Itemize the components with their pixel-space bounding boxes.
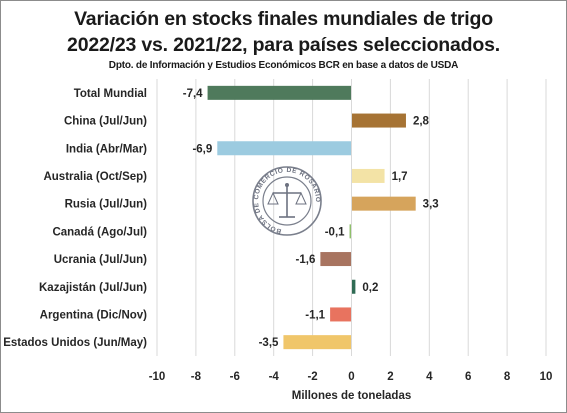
bar: [351, 279, 356, 294]
bolsa-de-comercio-de-rosario-seal: BOLSA DE COMERCIO DE ROSARIO: [252, 166, 322, 236]
bar: [217, 141, 352, 156]
x-tick-label: -10: [149, 371, 166, 383]
category-labels: Total Mundial China (Jul/Jun) India (Abr/M…: [3, 88, 147, 349]
x-tick-label: -8: [191, 371, 202, 383]
data-labels: -7,4 2,8 -6,9 1,7 3,3 -0,1 -1,6 0,2 -1,1 -3,5: [183, 88, 439, 349]
chart-subtitle: Dpto. de Información y Estudios Económic…: [108, 60, 459, 71]
x-tick-label: -2: [307, 371, 317, 383]
category-label: Estados Unidos (Jun/May): [3, 337, 147, 349]
x-tick-labels: -10 -8 -6 -4 -2 0 2 4 6 8 10: [149, 371, 553, 383]
x-tick-label: 0: [348, 371, 354, 383]
x-tick-label: 10: [540, 371, 553, 383]
category-label: Kazajistán (Jul/Jun): [39, 282, 147, 294]
category-label: Canadá (Ago/Jul): [52, 226, 147, 238]
chart-title-line1: Variación en stocks finales mundiales de…: [74, 8, 493, 30]
chart-title-line2: 2022/23 vs. 2021/22, para países selecci…: [67, 34, 500, 56]
data-label: 3,3: [423, 199, 439, 211]
x-tick-label: -6: [230, 371, 240, 383]
data-label: 2,8: [413, 116, 430, 128]
x-tick-label: 6: [465, 371, 471, 383]
bar: [207, 85, 352, 100]
data-label: -3,5: [259, 337, 279, 349]
bar: [349, 224, 352, 239]
bar: [351, 168, 385, 183]
data-label: 1,7: [392, 171, 408, 183]
data-label: 0,2: [362, 282, 378, 294]
x-tick-label: 2: [387, 371, 393, 383]
bar: [330, 307, 352, 322]
category-label: China (Jul/Jun): [64, 116, 147, 128]
category-label: Ucrania (Jul/Jun): [54, 254, 147, 266]
data-label: -6,9: [192, 143, 212, 155]
category-label: Total Mundial: [74, 88, 147, 100]
category-label: Rusia (Jul/Jun): [65, 199, 148, 211]
bar: [320, 252, 352, 267]
bar: [351, 113, 406, 128]
bar: [351, 196, 416, 211]
category-label: Australia (Oct/Sep): [43, 171, 147, 183]
category-label: Argentina (Dic/Nov): [40, 309, 148, 321]
data-label: -1,6: [296, 254, 316, 266]
bar: [283, 335, 352, 350]
x-tick-label: 8: [504, 371, 511, 383]
data-label: -0,1: [325, 226, 345, 238]
category-label: India (Abr/Mar): [66, 143, 147, 155]
bar-series: [207, 85, 416, 350]
data-label: -1,1: [305, 309, 325, 321]
x-tick-label: -4: [269, 371, 280, 383]
x-axis-label: Millones de toneladas: [292, 390, 412, 402]
data-label: -7,4: [183, 88, 203, 100]
x-tick-label: 4: [426, 371, 433, 383]
